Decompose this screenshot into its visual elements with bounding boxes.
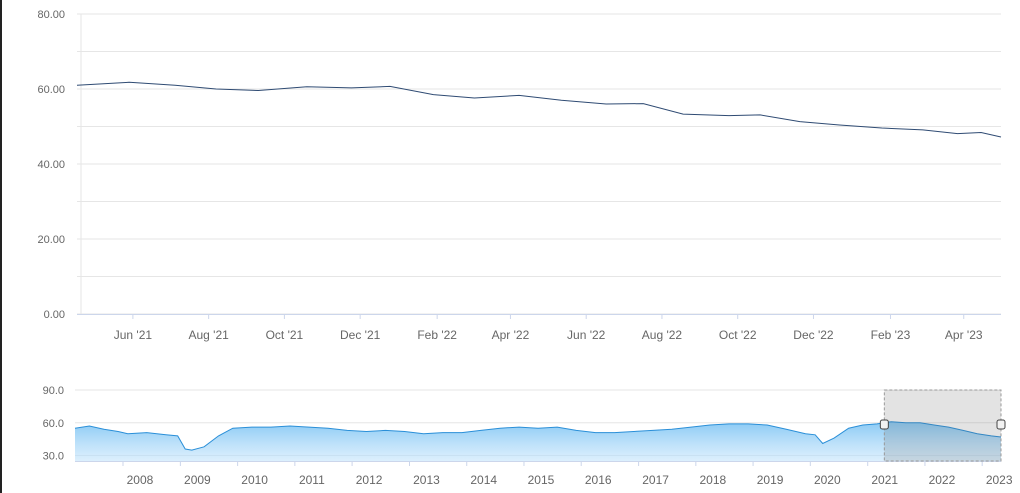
main-x-tick-label: Jun '22	[567, 328, 606, 342]
navigator-selection[interactable]	[879, 389, 1006, 462]
main-x-tick-label: Jun '21	[114, 328, 153, 342]
main-y-tick-label: 0.00	[44, 309, 65, 321]
navigator-x-tick-label: 2023	[986, 473, 1013, 487]
main-data-point	[727, 114, 731, 118]
navigator-x-tick-label: 2010	[241, 473, 268, 487]
main-series-line	[76, 81, 1002, 138]
main-x-tick-label: Oct '21	[266, 328, 304, 342]
navigator-x-tick-label: 2015	[528, 473, 555, 487]
navigator-x-tick-label: 2017	[642, 473, 669, 487]
main-data-point	[681, 112, 685, 116]
main-axes	[77, 14, 1001, 319]
navigator-chart[interactable]: 90.0 60.0 30.0 2008 2009 2010 2011 2012 2013 201…	[0, 350, 1020, 493]
main-x-tick-label: Feb '22	[417, 328, 457, 342]
main-data-point	[758, 113, 762, 117]
left-edge-border	[0, 0, 2, 493]
main-y-tick-label: 80.00	[37, 9, 65, 21]
main-series	[75, 80, 1003, 139]
navigator-y-tick-label: 90.0	[43, 385, 64, 397]
main-data-point	[75, 83, 79, 87]
navigator-x-tick-label: 2021	[871, 473, 898, 487]
main-data-point	[880, 126, 884, 130]
navigator-right-handle[interactable]	[996, 419, 1006, 430]
main-chart: 80.00 60.00 40.00 20.00 0.00 Jun '21 Aug '21 O…	[37, 9, 1003, 342]
navigator-x-tick-label: 2008	[127, 473, 154, 487]
navigator-y-tick-label: 30.0	[43, 451, 64, 463]
main-x-tick-labels: Jun '21 Aug '21 Oct '21 Dec '21 Feb '22 Apr '…	[114, 328, 983, 342]
main-x-tick-label: Dec '22	[793, 328, 834, 342]
navigator-y-tick-label: 60.0	[43, 418, 64, 430]
navigator-y-tick-labels: 90.0 60.0 30.0	[43, 385, 64, 463]
navigator-x-tick-labels: 2008 2009 2010 2011 2012 2013 2014 2015 2016 2017…	[122, 461, 1013, 487]
main-x-tick-label: Apr '23	[945, 328, 983, 342]
navigator-x-tick-label: 2016	[585, 473, 612, 487]
main-data-point	[127, 80, 131, 84]
main-data-point	[173, 83, 177, 87]
navigator-x-tick-label: 2022	[929, 473, 956, 487]
main-y-tick-label: 60.00	[37, 84, 65, 96]
navigator-series-line	[74, 421, 1002, 451]
main-x-tick-label: Feb '23	[871, 328, 911, 342]
navigator-x-tick-label: 2014	[470, 473, 497, 487]
navigator-area-fill	[75, 421, 1001, 461]
main-data-point	[214, 87, 218, 91]
main-data-point	[641, 102, 645, 106]
navigator-x-tick-label: 2019	[757, 473, 784, 487]
main-x-tick-label: Aug '21	[188, 328, 229, 342]
main-data-point	[956, 132, 960, 136]
main-x-tick-label: Aug '22	[642, 328, 683, 342]
main-y-tick-label: 20.00	[37, 234, 65, 246]
navigator-x-tick-label: 2013	[413, 473, 440, 487]
main-x-tick-label: Oct '22	[719, 328, 757, 342]
main-data-point	[305, 85, 309, 89]
main-data-point	[798, 120, 802, 124]
navigator-x-tick-label: 2020	[814, 473, 841, 487]
main-data-point	[838, 123, 842, 127]
main-gridlines	[77, 13, 1001, 315]
main-data-point	[559, 98, 563, 102]
main-data-point	[604, 102, 608, 106]
main-data-point	[999, 135, 1003, 139]
navigator-x-tick-label: 2012	[356, 473, 383, 487]
main-data-point	[256, 89, 260, 93]
main-y-tick-labels: 80.00 60.00 40.00 20.00 0.00	[37, 9, 65, 321]
navigator-x-tick-label: 2009	[184, 473, 211, 487]
navigator-left-handle[interactable]	[879, 419, 889, 430]
main-data-point	[979, 131, 983, 135]
main-data-point	[921, 128, 925, 132]
main-x-tick-label: Apr '22	[492, 328, 530, 342]
main-data-point	[349, 86, 353, 90]
navigator-selected-range[interactable]	[883, 389, 1002, 462]
main-y-tick-label: 40.00	[37, 159, 65, 171]
navigator-x-tick-label: 2018	[699, 473, 726, 487]
main-data-point	[431, 93, 435, 97]
main-data-point	[472, 96, 476, 100]
main-data-point	[388, 84, 392, 88]
navigator-x-tick-label: 2011	[299, 473, 325, 487]
navigator-series	[74, 421, 1002, 462]
main-x-tick-label: Dec '21	[340, 328, 381, 342]
main-data-point	[517, 93, 521, 97]
